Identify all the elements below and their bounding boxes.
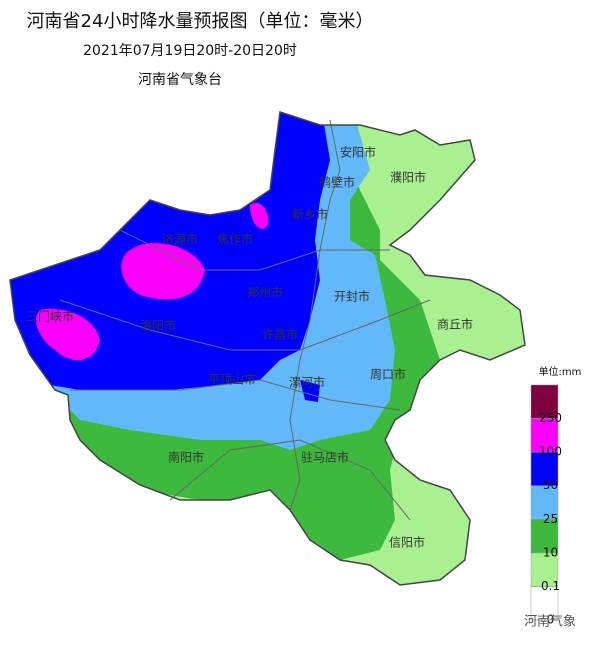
city-label: 新乡市 xyxy=(292,207,328,222)
legend-tick-label: 50 xyxy=(543,478,558,492)
city-label: 济源市 xyxy=(162,232,198,247)
area-magenta xyxy=(250,202,269,229)
city-label: 南阳市 xyxy=(168,450,204,465)
legend-tick-label: 0.1 xyxy=(541,579,560,593)
city-label: 驻马店市 xyxy=(301,450,349,465)
city-label: 濮阳市 xyxy=(390,170,426,185)
city-label: 漯河市 xyxy=(289,375,325,390)
map-subtitle: 2021年07月19日20时-20日20时 xyxy=(83,43,297,59)
city-label: 开封市 xyxy=(334,289,370,304)
city-label: 许昌市 xyxy=(262,327,298,342)
county-borders xyxy=(59,119,431,521)
legend: 0 0.1 10 25 50 100 250 xyxy=(530,384,562,627)
legend-band xyxy=(530,552,559,587)
city-label: 洛阳市 xyxy=(140,318,176,333)
city-label: 安阳市 xyxy=(340,145,376,160)
legend-band xyxy=(530,586,559,621)
city-label: 平顶山市 xyxy=(208,372,256,387)
agency: 河南省气象台 xyxy=(138,72,222,88)
legend-band xyxy=(530,384,559,419)
legend-tick-label: 100 xyxy=(539,445,562,459)
legend-band xyxy=(530,418,559,453)
city-label: 鹤壁市 xyxy=(319,175,355,190)
legend-tick-label: 10 xyxy=(543,545,558,559)
city-labels: 安阳市 濮阳市 鹤壁市 新乡市 济源市 焦作市 郑州市 开封市 商丘市 三门峡市… xyxy=(26,145,473,550)
province-outline xyxy=(9,111,526,586)
city-label: 三门峡市 xyxy=(26,309,74,324)
city-label: 焦作市 xyxy=(217,232,253,247)
legend-band xyxy=(530,519,559,554)
legend-band xyxy=(530,485,559,520)
area-magenta xyxy=(35,308,100,361)
map-title: 河南省24小时降水量预报图（单位：毫米） xyxy=(27,11,374,32)
legend-tick-label: 25 xyxy=(543,512,558,526)
legend-tick-label: 0 xyxy=(547,613,555,627)
legend-band xyxy=(530,451,559,486)
watermark: 河南气象 xyxy=(524,614,576,630)
city-label: 商丘市 xyxy=(437,317,473,332)
area-blue xyxy=(300,380,320,402)
city-label: 郑州市 xyxy=(247,285,283,300)
area-magenta xyxy=(121,242,205,300)
legend-tick-label: 250 xyxy=(539,411,562,425)
city-label: 信阳市 xyxy=(389,535,425,550)
city-label: 周口市 xyxy=(370,367,406,382)
legend-unit: 单位:mm xyxy=(539,365,582,378)
